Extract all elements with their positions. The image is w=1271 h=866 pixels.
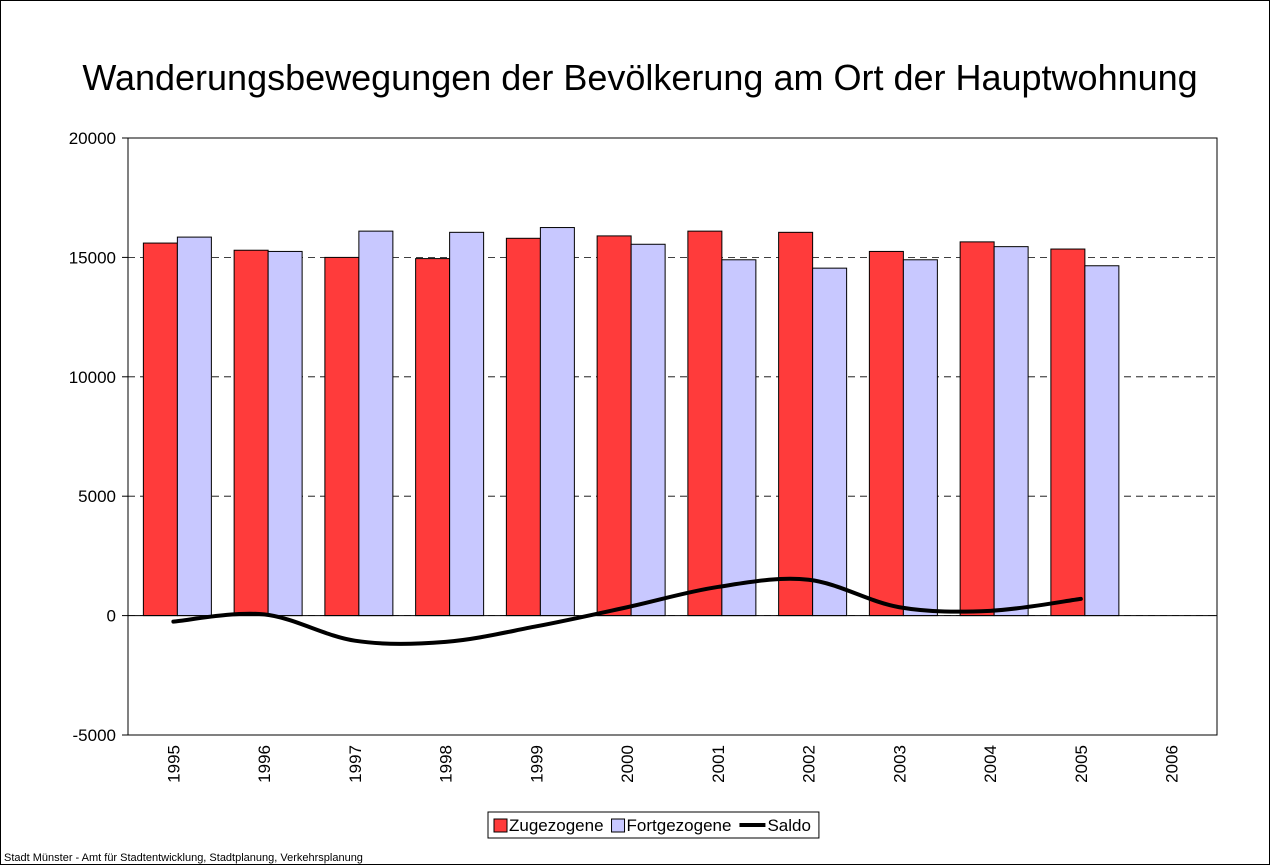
plot-frame [127,137,1218,736]
legend: Zugezogene Fortgezogene Saldo [487,811,820,839]
bar [596,235,632,617]
x-tick-label: 1997 [346,745,365,783]
legend-label: Zugezogene [509,816,604,835]
bar [358,230,394,617]
y-tick-label: 20000 [69,129,116,148]
x-tick-label: 1998 [437,745,456,783]
legend-swatch [493,818,508,833]
legend-item: Fortgezogene [611,816,732,835]
legend-label: Saldo [767,816,810,835]
bar [812,267,848,617]
bar [142,242,178,617]
bar [176,236,212,617]
x-tick-label: 1995 [164,745,183,783]
bar [721,259,757,617]
x-tick-label: 1999 [527,745,546,783]
plot-area [128,138,1217,735]
legend-label: Fortgezogene [627,816,732,835]
bar [539,227,575,617]
bar [267,250,303,617]
bar [505,237,541,617]
y-tick-label: 5000 [78,487,116,506]
bar [687,230,723,617]
bar [902,259,938,617]
bar [868,250,904,617]
y-tick-label: 10000 [69,368,116,387]
legend-item: Zugezogene [493,816,604,835]
x-tick-label: 1996 [255,745,274,783]
bar [993,246,1029,617]
bar [1084,265,1120,617]
y-tick-label: 15000 [69,248,116,267]
x-tick-label: 2001 [709,745,728,783]
bar [233,249,269,617]
x-tick-label: 2005 [1072,745,1091,783]
x-tick-label: 2006 [1163,745,1182,783]
legend-item: Saldo [739,816,811,835]
bar [630,243,666,617]
chart-title: Wanderungsbewegungen der Bevölkerung am … [82,57,1197,98]
x-tick-label: 2004 [981,745,1000,783]
x-tick-label: 2002 [800,745,819,783]
source-note: Stadt Münster - Amt für Stadtentwicklung… [4,852,363,864]
bar [959,241,995,617]
x-tick-label: 2003 [890,745,909,783]
line-series [171,576,1083,646]
bar [415,258,451,617]
bar [778,231,814,617]
x-tick-label: 2000 [618,745,637,783]
y-tick-label: -5000 [73,726,116,745]
bar [449,231,485,617]
legend-swatch [611,818,626,833]
y-tick-label: 0 [107,607,116,626]
bar [324,256,360,617]
bar [1050,248,1086,617]
